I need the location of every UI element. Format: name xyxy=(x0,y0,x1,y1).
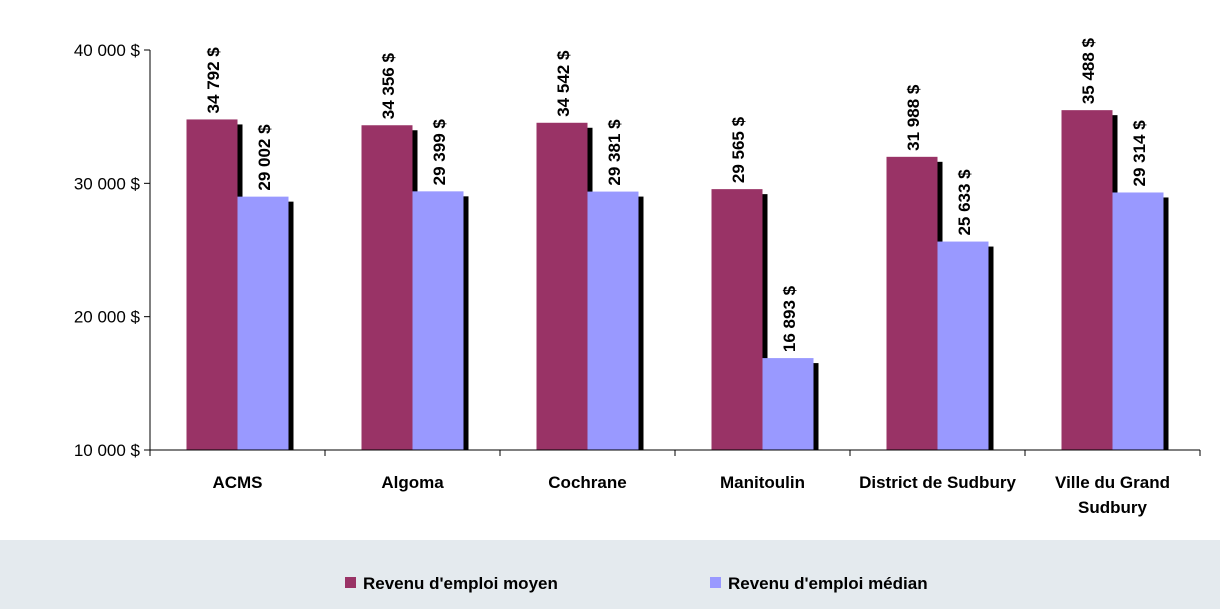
y-tick-label: 30 000 $ xyxy=(74,174,141,193)
value-label: 34 542 $ xyxy=(554,50,573,117)
bar xyxy=(412,191,464,450)
x-tick-label: Manitoulin xyxy=(720,473,805,492)
value-label: 16 893 $ xyxy=(780,285,799,352)
value-label: 29 314 $ xyxy=(1130,120,1149,187)
legend-swatch xyxy=(345,577,356,588)
value-label: 25 633 $ xyxy=(955,169,974,236)
value-label: 29 399 $ xyxy=(430,119,449,186)
value-label: 29 381 $ xyxy=(605,119,624,186)
value-label: 31 988 $ xyxy=(904,84,923,151)
bar xyxy=(536,122,588,451)
legend-label: Revenu d'emploi moyen xyxy=(363,574,558,593)
x-tick-label: Ville du Grand Sudbury xyxy=(1055,473,1170,517)
y-tick-label: 20 000 $ xyxy=(74,308,141,327)
bar xyxy=(1112,192,1164,451)
legend-background xyxy=(0,540,1220,609)
x-tick-label: Algoma xyxy=(381,473,444,492)
x-tick-label: Cochrane xyxy=(548,473,627,492)
value-label: 29 565 $ xyxy=(729,116,748,183)
x-tick-label: ACMS xyxy=(212,473,263,492)
value-label: 34 356 $ xyxy=(379,53,398,120)
value-label: 34 792 $ xyxy=(204,47,223,114)
bar xyxy=(587,191,639,450)
y-tick-label: 40 000 $ xyxy=(74,41,141,60)
x-tick-label: District de Sudbury xyxy=(859,473,1016,492)
bar xyxy=(711,189,763,450)
bar xyxy=(937,241,989,450)
y-tick-label: 10 000 $ xyxy=(74,441,141,460)
bar xyxy=(886,156,938,450)
value-label: 35 488 $ xyxy=(1079,37,1098,104)
legend-swatch xyxy=(710,577,721,588)
value-label: 29 002 $ xyxy=(255,124,274,191)
bar xyxy=(762,358,814,450)
bar xyxy=(361,125,413,451)
bar xyxy=(237,196,289,450)
bar xyxy=(1061,110,1113,450)
legend-label: Revenu d'emploi médian xyxy=(728,574,928,593)
bar xyxy=(186,119,238,450)
